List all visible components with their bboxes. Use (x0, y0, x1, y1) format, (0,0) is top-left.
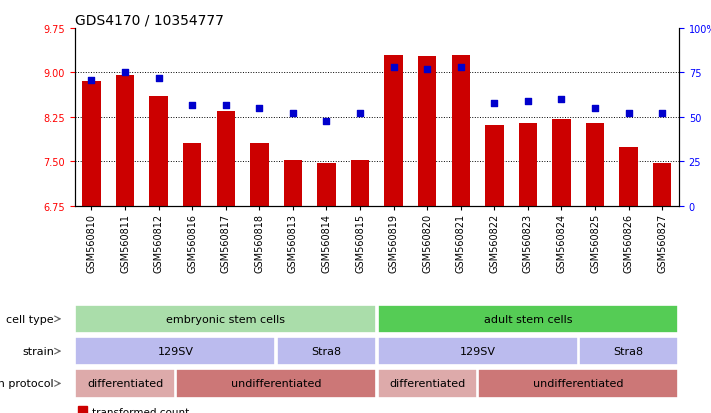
Bar (284, 161, 302, 206)
Point (186, 102, 198, 109)
Bar (250, 143, 269, 206)
Text: differentiated: differentiated (389, 378, 465, 389)
Bar (653, 164, 671, 206)
Bar (552, 119, 571, 206)
Bar (116, 76, 134, 206)
Bar (619, 147, 638, 206)
Bar (75, 305, 376, 333)
Bar (479, 369, 678, 398)
Point (556, 97, 567, 103)
Bar (451, 55, 470, 206)
Text: cell type: cell type (6, 314, 54, 324)
Text: GDS4170 / 10354777: GDS4170 / 10354777 (75, 14, 223, 28)
Text: Stra8: Stra8 (614, 346, 643, 356)
Point (522, 98, 533, 105)
Text: undifferentiated: undifferentiated (231, 378, 321, 389)
Bar (183, 143, 201, 206)
Bar (75, 369, 175, 398)
Bar (586, 123, 604, 206)
Point (153, 75, 164, 82)
Point (119, 70, 131, 76)
Text: undifferentiated: undifferentiated (533, 378, 624, 389)
Bar (351, 161, 369, 206)
Text: embryonic stem cells: embryonic stem cells (166, 314, 285, 324)
Text: Stra8: Stra8 (311, 346, 341, 356)
Point (354, 111, 365, 117)
Text: 129SV: 129SV (459, 346, 496, 356)
Bar (485, 126, 503, 206)
Point (656, 111, 668, 117)
Bar (149, 97, 168, 206)
Bar (317, 164, 336, 206)
Point (388, 65, 400, 71)
Bar (78, 406, 87, 413)
Point (220, 102, 232, 109)
Bar (579, 337, 678, 366)
Bar (378, 305, 678, 333)
Bar (277, 337, 376, 366)
Text: strain: strain (22, 346, 54, 356)
Bar (75, 337, 275, 366)
Bar (217, 112, 235, 206)
Point (86, 77, 97, 84)
Point (488, 100, 500, 107)
Bar (378, 369, 477, 398)
Bar (385, 55, 403, 206)
Point (455, 65, 466, 71)
Bar (519, 123, 537, 206)
Bar (378, 337, 577, 366)
Bar (418, 57, 437, 206)
Bar (176, 369, 376, 398)
Point (623, 111, 634, 117)
Text: differentiated: differentiated (87, 378, 163, 389)
Point (589, 105, 601, 112)
Bar (82, 82, 101, 206)
Text: adult stem cells: adult stem cells (483, 314, 572, 324)
Text: 129SV: 129SV (157, 346, 193, 356)
Point (287, 111, 299, 117)
Point (321, 118, 332, 125)
Text: growth protocol: growth protocol (0, 378, 54, 389)
Text: transformed count: transformed count (92, 407, 190, 413)
Point (254, 105, 265, 112)
Point (422, 66, 433, 73)
